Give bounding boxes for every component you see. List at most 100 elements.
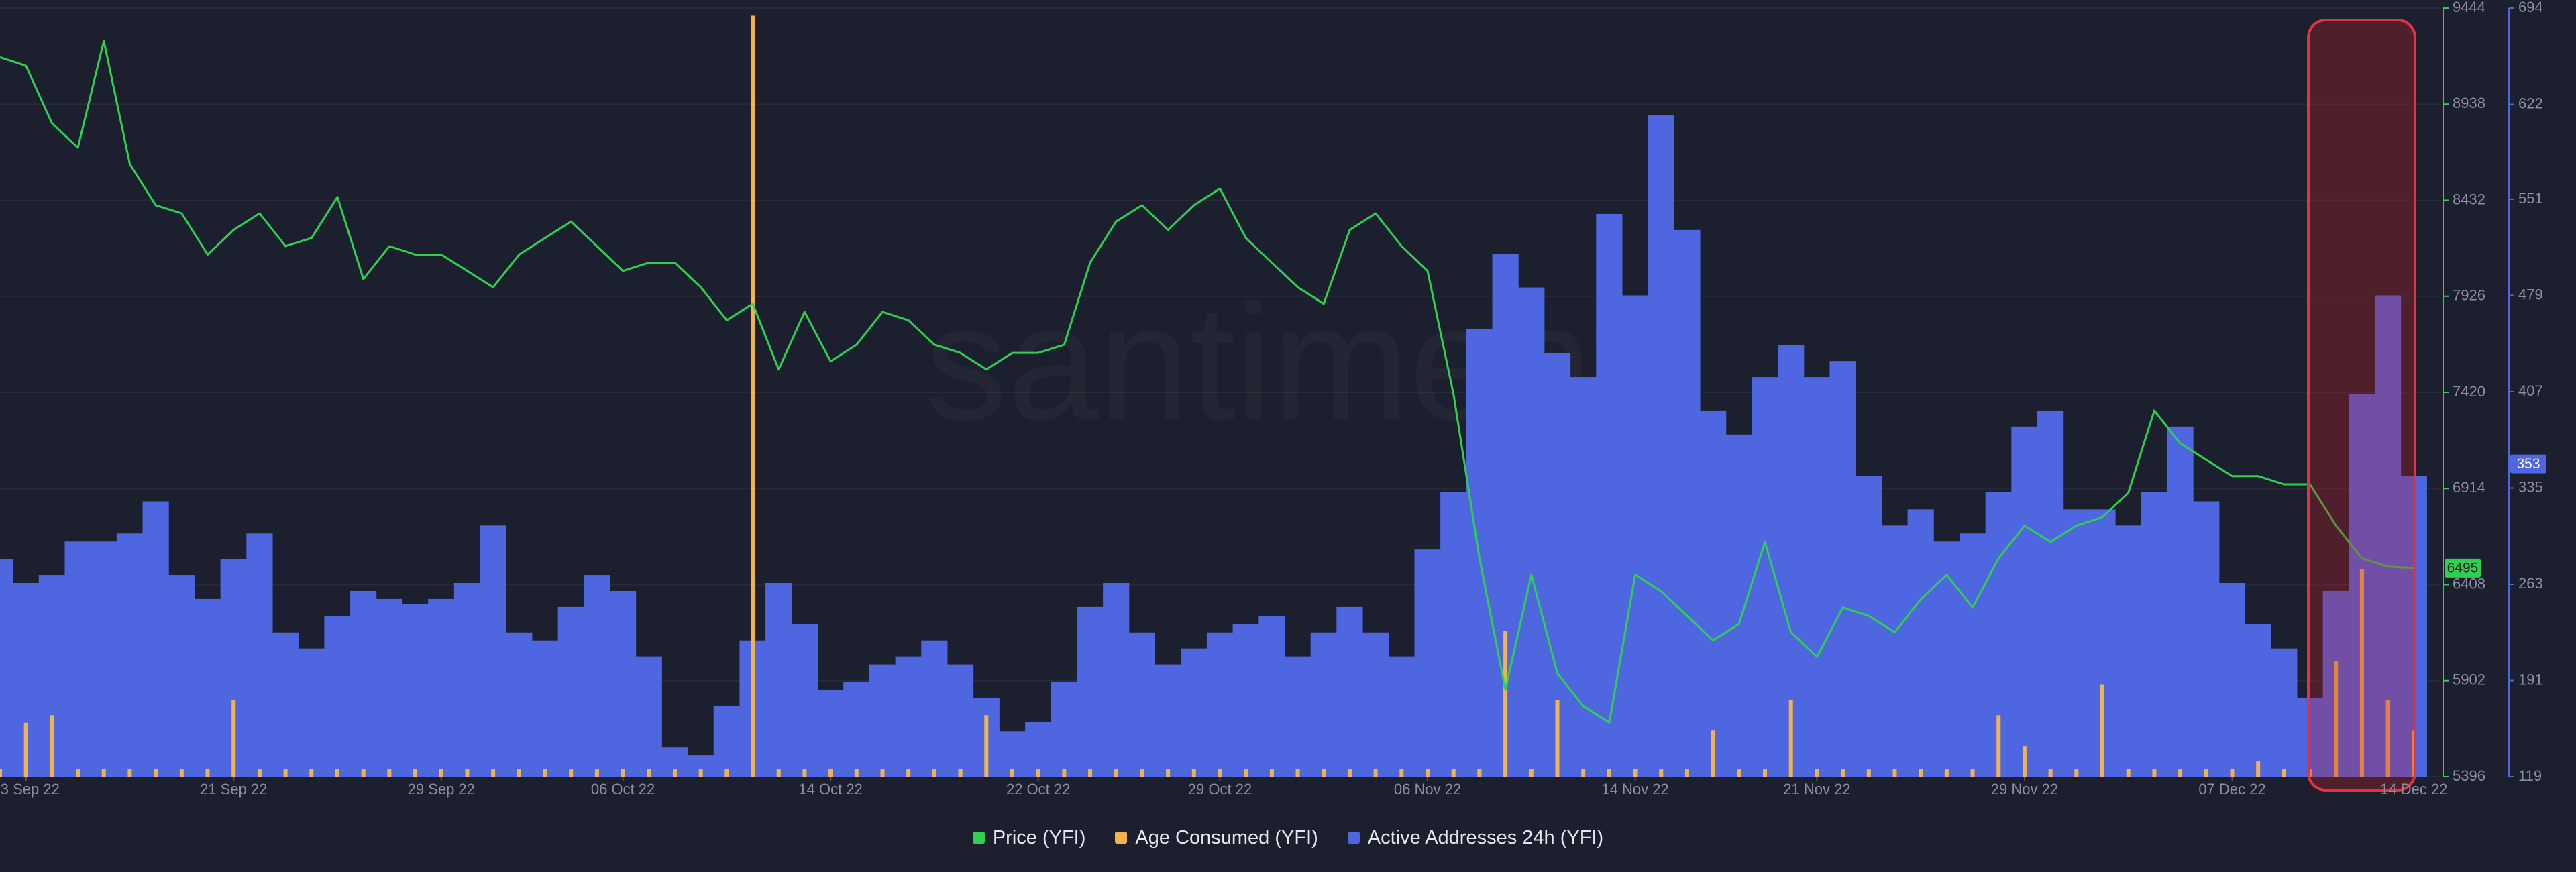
age-bar <box>932 769 936 777</box>
address-bar <box>2245 624 2271 777</box>
age-bar <box>1062 769 1067 777</box>
address-bar <box>1103 583 1130 777</box>
x-tick-label: 29 Sep 22 <box>408 781 475 798</box>
age-bar <box>1088 769 1093 777</box>
address-bar <box>895 656 922 777</box>
address-bar <box>2063 509 2090 777</box>
legend-item[interactable]: Active Addresses 24h (YFI) <box>1347 827 1603 849</box>
address-bar <box>453 583 481 777</box>
highlight-box <box>2307 19 2416 792</box>
age-bar <box>2385 700 2390 777</box>
legend-item[interactable]: Age Consumed (YFI) <box>1115 827 1318 849</box>
age-bar <box>1944 769 1949 777</box>
legend-label: Age Consumed (YFI) <box>1135 826 1318 849</box>
age-bar <box>854 769 859 777</box>
address-bar <box>635 656 662 777</box>
age-bar <box>23 722 28 777</box>
age-bar <box>179 769 184 777</box>
address-bar <box>2193 501 2220 777</box>
age-bar <box>231 700 236 777</box>
age-bar <box>1633 769 1638 777</box>
age-bar <box>76 769 80 777</box>
address-bar <box>1336 606 1363 777</box>
y2-tick-label: 694 <box>2518 0 2543 15</box>
address-bar <box>531 640 559 777</box>
address-bar <box>0 559 13 777</box>
y2-tick-label: 622 <box>2518 95 2543 111</box>
address-bar <box>1596 213 1623 777</box>
age-bar <box>2256 761 2261 777</box>
legend: Price (YFI) Age Consumed (YFI) Active Addr… <box>0 822 2576 853</box>
address-bar <box>765 583 792 777</box>
address-bar <box>817 690 844 777</box>
addresses-current-text: 353 <box>2516 456 2540 472</box>
age-bar <box>1114 769 1118 777</box>
age-bar <box>387 769 392 777</box>
y-tick-label: 7926 <box>2453 287 2485 304</box>
chart: santiment 539659026408691474207926843289… <box>0 0 2546 798</box>
age-bar <box>1581 769 1586 777</box>
address-bar <box>1440 492 1467 777</box>
age-bar <box>958 769 963 777</box>
legend-item[interactable]: Price (YFI) <box>972 827 1085 849</box>
address-bar <box>557 606 584 777</box>
price-line <box>0 40 2414 724</box>
y-tick-label: 8432 <box>2453 190 2485 207</box>
address-bar <box>428 598 455 777</box>
age-bar <box>984 715 989 777</box>
address-bar <box>2218 583 2246 777</box>
age-bar <box>517 769 521 777</box>
address-bar <box>1933 541 1960 777</box>
age-bar <box>127 769 132 777</box>
age-bar <box>1996 715 2001 777</box>
y-tick-label: 7420 <box>2453 383 2485 400</box>
address-bar <box>1025 722 1052 777</box>
address-bar <box>584 575 610 777</box>
address-bar <box>947 664 974 777</box>
age-bar <box>1788 700 1793 777</box>
age-bar <box>1010 769 1014 777</box>
age-bar <box>1373 769 1378 777</box>
address-bar <box>1310 632 1337 777</box>
y2-tick-label: 407 <box>2518 382 2543 399</box>
age-bar <box>724 769 729 777</box>
address-bar <box>713 706 740 777</box>
age-bar <box>335 769 339 777</box>
age-bar <box>1711 730 1715 777</box>
age-bar <box>2359 569 2364 777</box>
price-current-text: 6495 <box>2447 560 2479 576</box>
age-bar <box>283 769 288 777</box>
address-bar <box>1856 476 1882 777</box>
address-bar <box>2271 648 2298 777</box>
age-bar <box>2048 769 2053 777</box>
age-bar <box>1166 769 1171 777</box>
address-bar <box>2037 410 2064 777</box>
x-tick-label: 07 Dec 22 <box>2198 781 2265 798</box>
addresses-current-box <box>2510 454 2546 474</box>
age-bar <box>491 769 496 777</box>
address-bar <box>1959 533 1986 777</box>
age-bar <box>1244 769 1248 777</box>
address-bar <box>843 682 870 777</box>
age-bar <box>2230 769 2235 777</box>
address-bar <box>1700 410 1727 777</box>
address-bar <box>376 598 402 777</box>
y-tick-label: 5902 <box>2453 671 2485 688</box>
age-bar <box>1659 769 1664 777</box>
address-bar <box>610 590 637 777</box>
y-tick-label: 6914 <box>2453 479 2485 496</box>
age-bar <box>543 769 547 777</box>
age-bar <box>621 769 625 777</box>
age-bar <box>751 15 755 777</box>
address-bar <box>1206 632 1234 777</box>
address-bar <box>1881 525 1909 777</box>
address-bar <box>1232 624 1259 777</box>
age-bar <box>465 769 470 777</box>
age-bar <box>1426 769 1430 777</box>
address-bar <box>1128 632 1156 777</box>
age-bar <box>2308 769 2312 777</box>
age-bar <box>2074 769 2079 777</box>
address-bar <box>1388 656 1415 777</box>
age-bar <box>361 769 366 777</box>
